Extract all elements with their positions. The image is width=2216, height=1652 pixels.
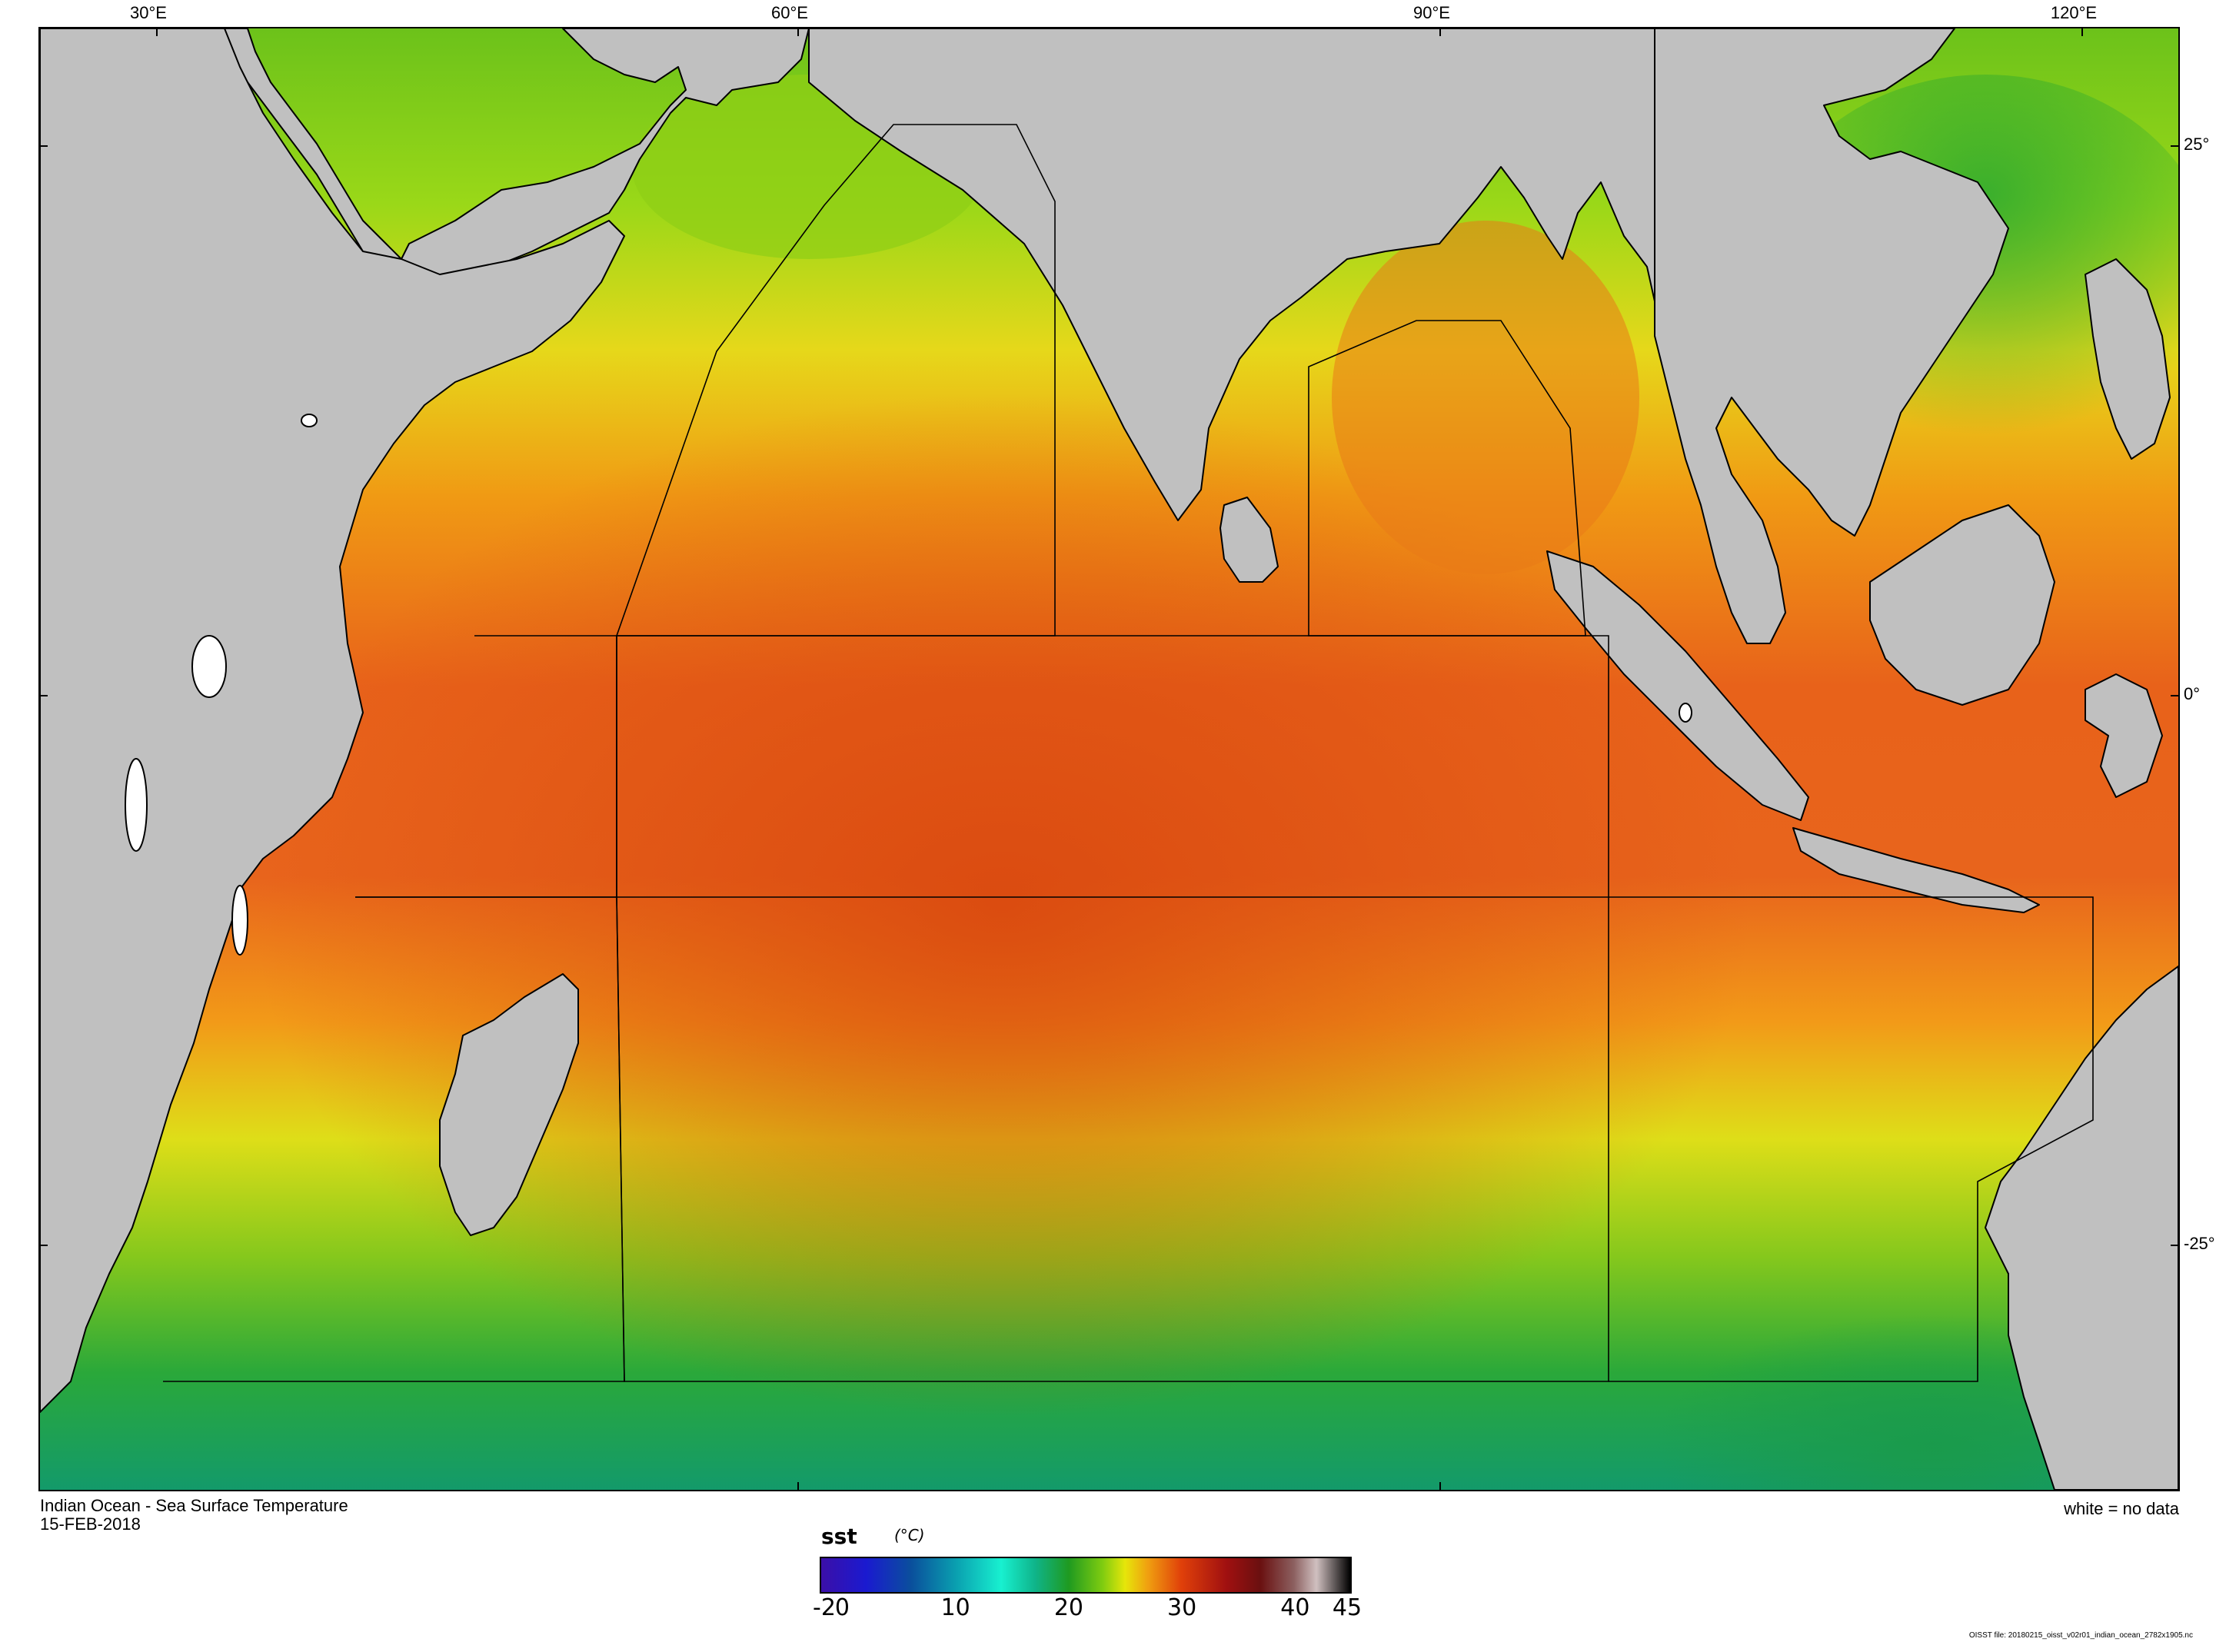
colorbar (820, 1557, 1352, 1594)
landmass-australia (1985, 966, 2178, 1490)
no-data-island-1 (191, 635, 227, 698)
landmass-sulawesi (2085, 673, 2163, 798)
lat-tick-label-25n: 25° (2184, 135, 2210, 154)
lat-tick-left-0 (38, 695, 48, 696)
no-data-island-4 (301, 414, 318, 427)
lat-tick-label-0: 0° (2184, 684, 2201, 703)
lon-tick-label-60e: 60°E (771, 3, 808, 22)
bay-of-bengal-warm-area (1332, 221, 1639, 574)
lon-tick-top-60e (797, 27, 799, 36)
lat-tick-label-25s: -25° (2184, 1234, 2215, 1253)
colorbar-tick-label: 30 (1167, 1594, 1197, 1621)
landmass-java (1792, 827, 2040, 913)
lat-tick-right-25n (2171, 145, 2180, 147)
lon-tick-label-120e: 120°E (2050, 3, 2098, 22)
colorbar-tick-label: 0 (834, 1594, 850, 1621)
lat-tick-right-0 (2171, 695, 2180, 696)
no-data-island-2 (125, 758, 148, 852)
region-boundary-southeast (1609, 896, 2094, 1382)
map-date: 15-FEB-2018 (40, 1514, 141, 1534)
lon-tick-top-90e (1439, 27, 1441, 36)
sst-map (38, 27, 2180, 1491)
lat-tick-left-25n (38, 145, 48, 147)
landmass-borneo (1869, 504, 2055, 706)
map-title: Indian Ocean - Sea Surface Temperature (40, 1496, 348, 1515)
no-data-island-5 (1679, 703, 1692, 723)
colorbar-tick-label: 10 (940, 1594, 970, 1621)
file-note: OISST file: 20180215_oisst_v02r01_indian… (1968, 1631, 2193, 1640)
lon-tick-label-90e: 90°E (1413, 3, 1450, 22)
colorbar-tick-label: 40 (1280, 1594, 1310, 1621)
landmass-sri-lanka (1219, 497, 1279, 583)
region-boundary-southwest (163, 896, 625, 1382)
landmass-southeast-asia (1654, 28, 2009, 644)
colorbar-tick-label: 20 (1053, 1594, 1083, 1621)
landmass-philippines (2085, 258, 2171, 460)
lon-tick-top-30e (156, 27, 158, 36)
lon-tick-top-120e (2081, 27, 2083, 36)
lon-tick-bottom-90e (1439, 1482, 1441, 1491)
colorbar-unit-label: (°C) (894, 1526, 925, 1544)
landmass-madagascar (439, 973, 579, 1236)
lon-tick-label-30e: 30°E (130, 3, 167, 22)
landmass-sumatra (1546, 550, 1809, 821)
colorbar-tick-label: 45 (1332, 1594, 1363, 1621)
no-data-island-3 (231, 885, 248, 956)
lat-tick-right-25s (2171, 1245, 2180, 1246)
colorbar-variable-label: sst (821, 1524, 857, 1549)
colorbar-tick-label: -2 (813, 1594, 836, 1621)
lon-tick-bottom-60e (797, 1482, 799, 1491)
landmass-india (808, 28, 1663, 521)
lat-tick-left-25s (38, 1245, 48, 1246)
no-data-note: white = no data (2064, 1499, 2179, 1518)
landmass-horn-of-africa (40, 28, 625, 1413)
